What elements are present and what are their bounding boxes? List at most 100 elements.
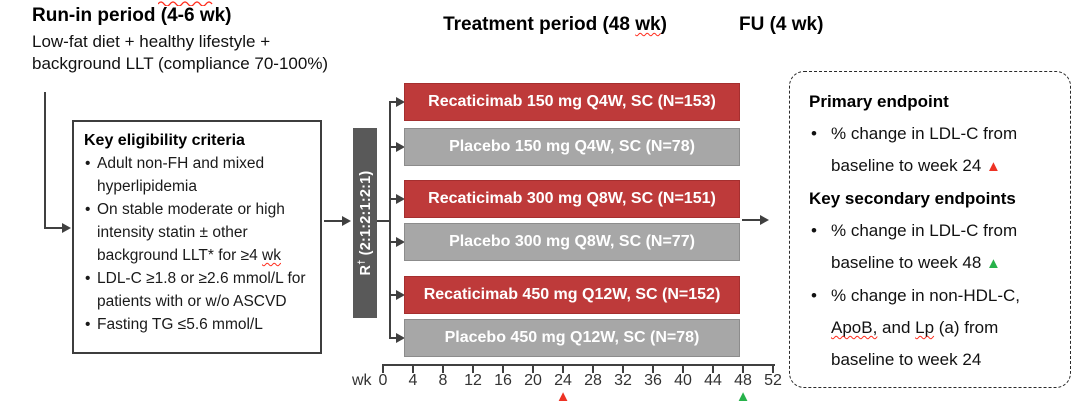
arm-bar-placebo-450-q12w: Placebo 450 mg Q12W, SC (N=78) [404, 319, 740, 357]
secondary-endpoint-bullet-lipids: • % change in non-HDL-C, ApoB, and Lp (a… [809, 280, 1058, 376]
primary-endpoint-line2: baseline to week 24 [831, 156, 986, 175]
branch-arrowhead [396, 97, 405, 107]
axis-tick [712, 364, 714, 373]
randomization-box: R† (2:1:2:1:2:1) [353, 128, 377, 318]
treatment-title-paren: ) [660, 14, 667, 35]
branch-line [389, 198, 397, 200]
secondary1-line2: baseline to week 48 [831, 253, 986, 272]
axis-tick-label: 52 [764, 372, 782, 389]
branch-arrowhead [396, 290, 405, 300]
axis-tick-label: 12 [464, 372, 482, 389]
secondary2-line1: % change in non-HDL-C, [831, 286, 1020, 305]
primary-endpoint-line1: % change in LDL-C from [831, 124, 1018, 143]
branch-line [389, 337, 397, 339]
axis-tick [652, 364, 654, 373]
primary-endpoint-week24-marker: ▲ [555, 388, 571, 405]
treatment-title-text: Treatment period (48 [443, 14, 636, 35]
eligibility-bullet-nonfh-text: Adult non-FH and mixed hyperlipidemia [97, 155, 265, 195]
treatment-title-wk: wk [635, 14, 661, 35]
eligibility-bullet-nonfh: • Adult non-FH and mixed hyperlipidemia [84, 152, 314, 198]
axis-tick-label: 36 [644, 372, 662, 389]
axis-tick-label: 0 [378, 372, 388, 389]
axis-tick-label: 48 [734, 372, 752, 389]
bullet-dot: • [811, 286, 817, 305]
branch-arrowhead [396, 142, 405, 152]
eligibility-bullet-tg: • Fasting TG ≤5.6 mmol/L [84, 313, 314, 336]
eligibility-title: Key eligibility criteria [84, 132, 245, 149]
axis-unit-label: wk [352, 372, 372, 389]
axis-tick-label: 32 [614, 372, 632, 389]
arms-to-endpoints-line [742, 219, 762, 221]
run-in-sub-line1: Low-fat diet + healthy lifestyle + [32, 32, 271, 51]
arm-bar-placebo-300-q8w: Placebo 300 mg Q8W, SC (N=77) [404, 223, 740, 261]
secondary2-and: and [877, 318, 916, 337]
branch-line [389, 294, 397, 296]
branch-line [389, 241, 397, 243]
randomization-ratio: (2:1:2:1:2:1) [357, 170, 374, 260]
secondary2-rest: (a) from [934, 318, 999, 337]
run-in-period-subtitle: Low-fat diet + healthy lifestyle + backg… [32, 31, 328, 75]
branch-arrowhead [396, 333, 405, 343]
bullet-dot: • [85, 201, 91, 218]
run-in-sub-line2: background LLT (compliance 70-100%) [32, 54, 329, 73]
eligibility-statin-pre: On stable moderate or high intensity sta… [97, 201, 285, 264]
eligibility-statin-wk: wk [262, 247, 281, 264]
axis-tick [592, 364, 594, 373]
arm-bar-recaticimab-300-q8w: Recaticimab 300 mg Q8W, SC (N=151) [404, 180, 740, 218]
eligibility-bullet-ldlc: • LDL-C ≥1.8 or ≥2.6 mmol/L for patients … [84, 267, 314, 313]
secondary-endpoints-title: Key secondary endpoints [809, 189, 1016, 208]
run-in-period-title: Run-in period (4-6 wk) [32, 5, 232, 26]
axis-tick [772, 364, 774, 373]
arms-to-endpoints-arrowhead [760, 215, 769, 225]
arm-bar-recaticimab-150-q4w: Recaticimab 150 mg Q4W, SC (N=153) [404, 83, 740, 121]
bullet-dot: • [85, 270, 91, 287]
eligibility-bullet-tg-text: Fasting TG ≤5.6 mmol/L [97, 316, 263, 333]
r-to-spine-line [377, 220, 391, 222]
axis-tick [412, 364, 414, 373]
branch-line [389, 101, 397, 103]
axis-tick [532, 364, 534, 373]
axis-tick-label: 20 [524, 372, 542, 389]
randomization-r: R [357, 264, 374, 276]
secondary1-line1: % change in LDL-C from [831, 221, 1018, 240]
branch-line [389, 146, 397, 148]
secondary-endpoint-week48-marker: ▲ [735, 388, 751, 405]
eligibility-criteria-box: Key eligibility criteria • Adult non-FH a… [72, 120, 322, 354]
bullet-dot: • [85, 155, 91, 172]
axis-tick-label: 16 [494, 372, 512, 389]
secondary2-apob: ApoB, [831, 318, 878, 337]
secondary2-line3: baseline to week 24 [831, 350, 982, 369]
arm-bar-placebo-150-q4w: Placebo 150 mg Q4W, SC (N=78) [404, 128, 740, 166]
axis-tick-label: 40 [674, 372, 692, 389]
axis-tick [742, 364, 744, 373]
primary-endpoint-title: Primary endpoint [809, 92, 949, 111]
eligibility-bullet-statin: • On stable moderate or high intensity st… [84, 198, 314, 267]
bullet-dot: • [85, 316, 91, 333]
axis-tick-label: 28 [584, 372, 602, 389]
axis-tick-label: 8 [438, 372, 448, 389]
axis-tick [562, 364, 564, 373]
branch-arrowhead [396, 194, 405, 204]
branch-spine [389, 101, 391, 339]
eligibility-bullet-statin-text: On stable moderate or high intensity sta… [97, 201, 285, 264]
axis-tick-label: 24 [554, 372, 572, 389]
axis-tick [502, 364, 504, 373]
spellcheck-squiggle-artifact [158, 1, 213, 6]
eligibility-bullet-ldlc-text: LDL-C ≥1.8 or ≥2.6 mmol/L for patients w… [97, 270, 306, 310]
eligibility-to-r-arrowhead [342, 216, 351, 226]
primary-endpoint-bullet: • % change in LDL-C from baseline to wee… [809, 118, 1058, 183]
eligibility-to-r-line [324, 220, 342, 222]
axis-tick [472, 364, 474, 373]
arm-bar-recaticimab-450-q12w: Recaticimab 450 mg Q12W, SC (N=152) [404, 276, 740, 314]
bullet-dot: • [811, 221, 817, 240]
secondary-endpoint-bullet-ldlc48: • % change in LDL-C from baseline to wee… [809, 215, 1058, 280]
treatment-period-title: Treatment period (48 wk) [390, 14, 720, 36]
red-triangle-icon: ▲ [986, 158, 1001, 175]
axis-tick [382, 364, 384, 373]
bullet-dot: • [811, 124, 817, 143]
axis-tick [622, 364, 624, 373]
axis-tick-label: 44 [704, 372, 722, 389]
run-in-connector-vertical [44, 92, 46, 229]
fu-period-title: FU (4 wk) [739, 14, 824, 35]
